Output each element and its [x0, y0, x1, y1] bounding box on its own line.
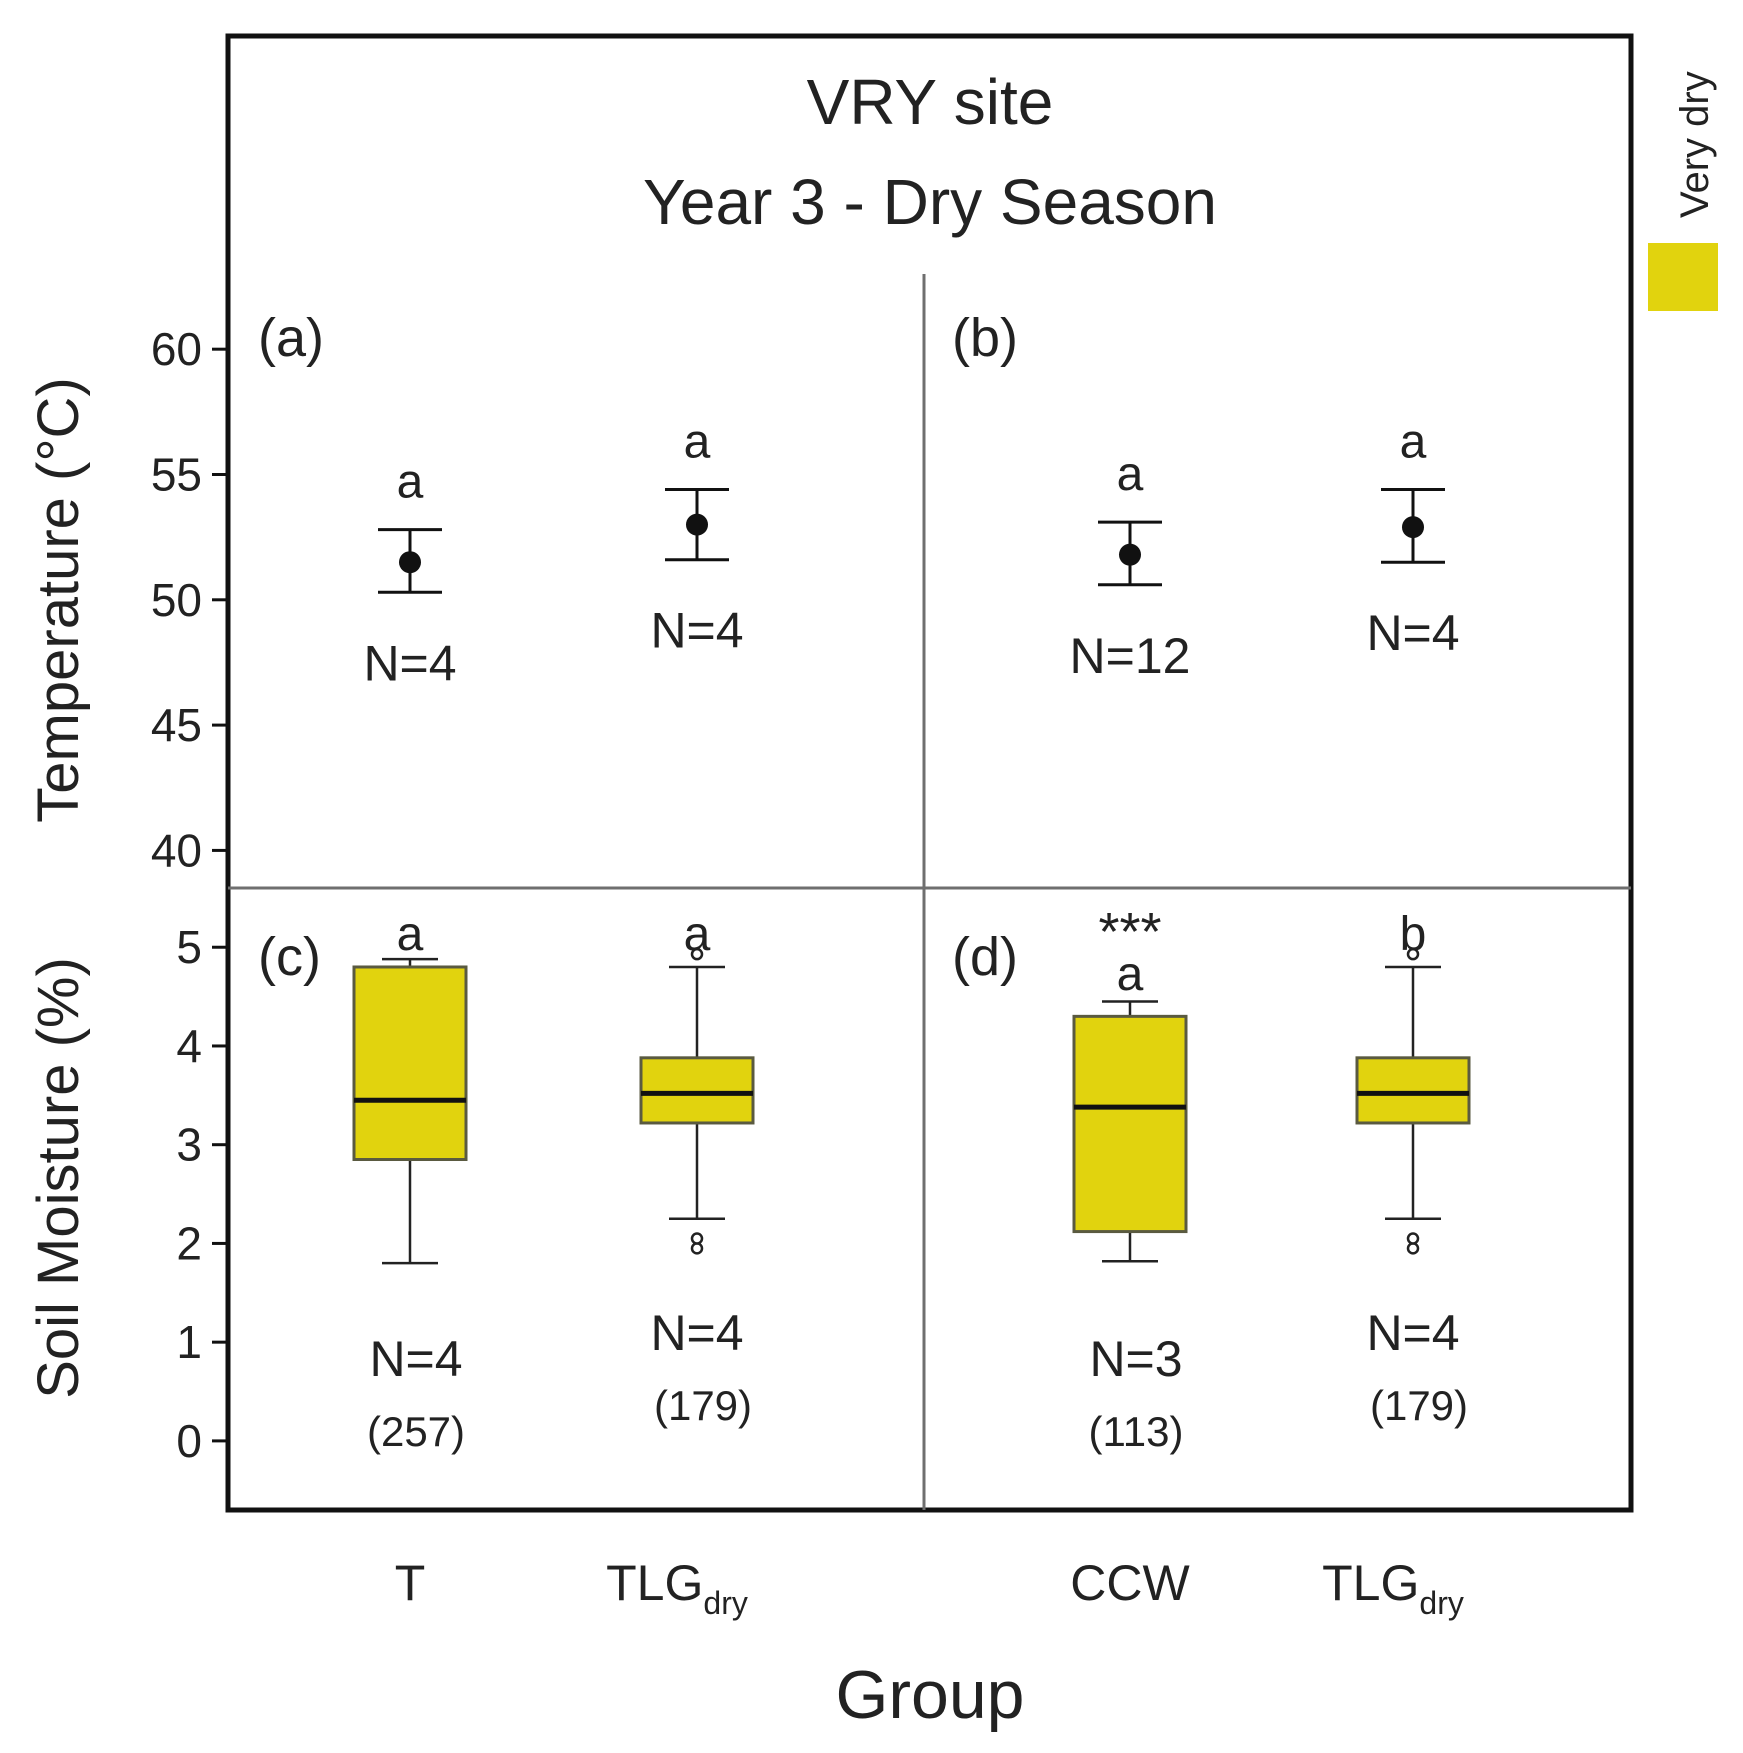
mean-point: [686, 513, 708, 536]
x-tick-labels: T TLGdry CCW TLGdry: [395, 1555, 1464, 1621]
x-tick-label: TLGdry: [1322, 1555, 1464, 1621]
soil_moisture-tick-label: 4: [176, 1020, 202, 1072]
y-axis-label-temperature: Temperature (°C): [26, 377, 91, 822]
x-tick-label-subscript: dry: [1419, 1585, 1463, 1621]
chart-title-line1: VRY site: [807, 66, 1054, 138]
sample-size-label: N=12: [1070, 628, 1191, 684]
panel-label: (c): [258, 927, 321, 987]
box-iqr: [352, 965, 468, 1162]
sample-size-label: N=4: [369, 1331, 462, 1387]
x-tick-label-main: TLG: [1322, 1555, 1419, 1611]
mean-point: [399, 551, 421, 574]
x-tick-label: CCW: [1070, 1555, 1190, 1611]
soil_moisture-tick-label: 3: [176, 1119, 202, 1171]
significance-stars: ***: [1098, 902, 1161, 962]
observation-count: (257): [367, 1408, 465, 1455]
significance-letter: a: [684, 416, 711, 469]
significance-letter: a: [1117, 948, 1144, 1001]
temperature-tick-label: 55: [151, 448, 202, 500]
sample-size-label: N=4: [650, 1305, 743, 1361]
soil_moisture-tick-label: 1: [176, 1316, 202, 1368]
mean-point: [1402, 516, 1424, 539]
observation-count: (113): [1089, 1408, 1184, 1455]
box-outlier: [1406, 947, 1420, 961]
x-tick-label-main: CCW: [1070, 1555, 1190, 1611]
chart-title-line2: Year 3 - Dry Season: [643, 166, 1217, 238]
plot-marks: (a) (b) (c) (d) a N=4 a N=4 a N=12 a N=4 a N=4 (257) a N…: [258, 308, 1471, 1455]
x-tick-label: TLGdry: [606, 1555, 748, 1621]
soil_moisture-tick-label: 2: [176, 1217, 202, 1269]
sample-size-label: N=4: [1366, 1305, 1459, 1361]
temperature-tick-label: 40: [151, 824, 202, 876]
significance-letter: a: [397, 456, 424, 509]
sample-size-label: N=3: [1089, 1331, 1182, 1387]
x-tick-label-main: TLG: [606, 1555, 703, 1611]
soil_moisture-tick-label: 5: [176, 921, 202, 973]
y-axis-label-soil-moisture: Soil Moisture (%): [26, 957, 91, 1399]
significance-letter: a: [397, 908, 424, 961]
box-iqr: [639, 1056, 755, 1125]
x-tick-label-main: T: [395, 1555, 426, 1611]
box-outlier: [690, 1232, 704, 1245]
observation-count: (179): [654, 1382, 752, 1429]
temperature-tick-label: 50: [151, 574, 202, 626]
panel-label: (d): [952, 927, 1018, 987]
x-tick-label-subscript: dry: [703, 1585, 747, 1621]
sample-size-label: N=4: [650, 603, 743, 659]
legend-swatch: [1648, 243, 1718, 311]
box-iqr: [1072, 1014, 1188, 1234]
significance-letter: a: [684, 908, 711, 961]
significance-letter: b: [1400, 908, 1427, 961]
sample-size-label: N=4: [1366, 605, 1459, 661]
sample-size-label: N=4: [363, 635, 456, 691]
significance-letter: a: [1117, 448, 1144, 501]
box-outlier: [690, 947, 704, 961]
observation-count: (179): [1370, 1382, 1468, 1429]
legend: Very dry: [1648, 71, 1718, 311]
temperature-tick-label: 60: [151, 323, 202, 375]
box-iqr: [1355, 1056, 1471, 1125]
box-outlier: [690, 1242, 704, 1255]
mean-point: [1119, 543, 1141, 566]
x-axis-label: Group: [836, 1657, 1025, 1733]
temperature-tick-label: 45: [151, 699, 202, 751]
legend-label: Very dry: [1673, 71, 1717, 218]
panel-label: (b): [952, 308, 1018, 368]
significance-letter: a: [1400, 416, 1427, 469]
panel-label: (a): [258, 308, 324, 368]
x-tick-label: T: [395, 1555, 426, 1611]
plot-frame: [225, 33, 1634, 1513]
soil_moisture-tick-label: 0: [176, 1415, 202, 1467]
box-outlier: [1406, 1242, 1420, 1255]
box-outlier: [1406, 1232, 1420, 1245]
